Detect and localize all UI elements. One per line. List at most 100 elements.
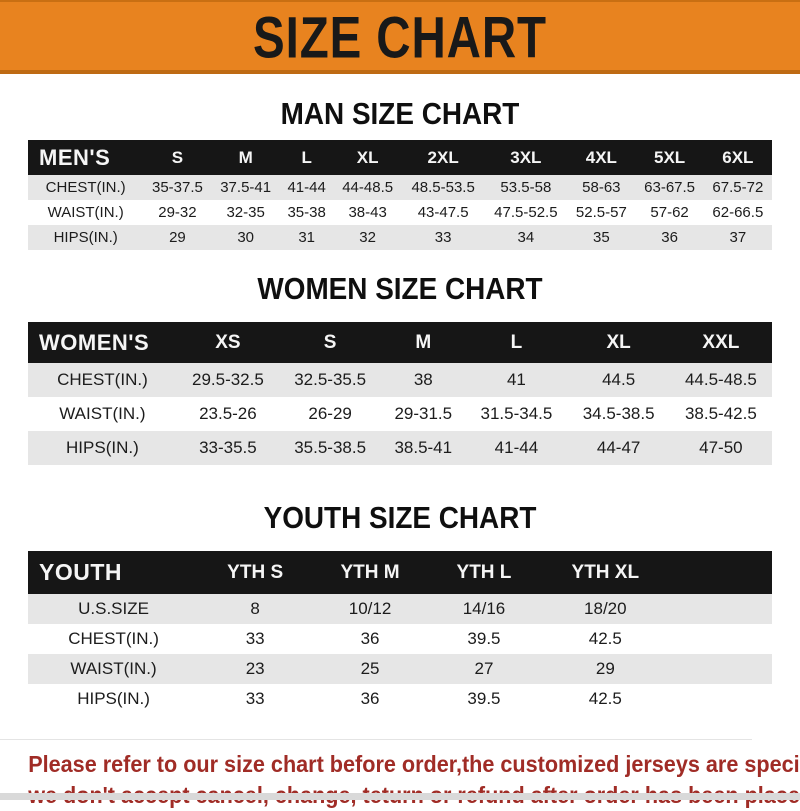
table-cell: 8 (250, 599, 260, 618)
row-label: HIPS(IN.) (66, 438, 139, 457)
column-header: 5XL (653, 147, 686, 167)
table-cell: 29 (595, 659, 615, 678)
table-cell: 48.5-53.5 (411, 179, 475, 196)
table-cell: 44-47 (596, 438, 641, 457)
table-cell: 38-43 (348, 204, 387, 221)
table-row: U.S.SIZE 8 10/12 14/16 18/20 (28, 594, 772, 624)
column-header: S (323, 331, 337, 353)
table-row: WAIST(IN.) 23.5-26 26-29 29-31.5 31.5-34.5 34… (28, 397, 772, 431)
spacer-cell (672, 654, 772, 684)
youth-section-heading: YOUTH SIZE CHART (263, 500, 537, 535)
table-cell: 44-48.5 (342, 179, 394, 196)
spacer-cell (672, 594, 772, 624)
table-group-label: WOMEN'S (39, 329, 150, 355)
column-header: XS (215, 331, 241, 353)
table-cell: 42.5 (588, 629, 622, 648)
row-label: WAIST(IN.) (47, 204, 124, 221)
men-section-heading: MAN SIZE CHART (280, 96, 520, 131)
spacer-cell (672, 684, 772, 714)
column-header: M (415, 331, 432, 353)
women-size-table: WOMEN'S XS S M L XL XXL CHEST(IN.) 29.5-32.5 32.… (28, 322, 772, 465)
table-cell: 62-66.5 (712, 204, 764, 221)
row-label: CHEST(IN.) (57, 370, 148, 389)
column-header: M (238, 147, 253, 167)
table-cell: 52.5-57 (575, 204, 627, 221)
table-cell: 27 (474, 659, 494, 678)
table-cell: 33 (434, 229, 452, 246)
row-label: WAIST(IN.) (59, 404, 146, 423)
table-row: HIPS(IN.) 33-35.5 35.5-38.5 38.5-41 41-44 44-… (28, 431, 772, 465)
youth-size-table: YOUTH YTH S YTH M YTH L YTH XL U.S.SIZE 8 10/1… (28, 551, 772, 714)
table-cell: 30 (237, 229, 254, 246)
table-cell: 47-50 (699, 438, 743, 457)
column-header: 4XL (585, 147, 617, 167)
table-cell: 41-44 (494, 438, 539, 457)
spacer-cell (672, 624, 772, 654)
column-header: S (171, 147, 184, 167)
table-row: HIPS(IN.) 33 36 39.5 42.5 (28, 684, 772, 714)
table-cell: 23 (245, 659, 265, 678)
table-cell: 67.5-72 (712, 179, 764, 196)
table-cell: 37 (729, 229, 747, 246)
table-cell: 29.5-32.5 (191, 370, 264, 389)
column-header: YTH M (340, 561, 400, 583)
table-cell: 63-67.5 (644, 179, 696, 196)
table-cell: 41 (506, 370, 526, 389)
footer-disclaimer-line1: Please refer to our size chart before or… (28, 751, 800, 777)
youth-table-header-row: YOUTH YTH S YTH M YTH L YTH XL (28, 551, 772, 594)
table-cell: 44.5-48.5 (684, 370, 757, 389)
size-chart-banner: SIZE CHART (0, 0, 800, 74)
column-header: XL (606, 331, 631, 353)
table-cell: 31 (298, 229, 315, 246)
table-cell: 34.5-38.5 (582, 404, 655, 423)
column-header: YTH S (227, 561, 284, 583)
table-cell: 35.5-38.5 (294, 438, 367, 457)
table-cell: 10/12 (348, 599, 392, 618)
row-label: HIPS(IN.) (77, 689, 150, 708)
table-cell: 43-47.5 (417, 204, 469, 221)
table-cell: 32.5-35.5 (294, 370, 367, 389)
table-cell: 29 (169, 229, 186, 246)
table-cell: 18/20 (584, 599, 627, 618)
table-cell: 29-32 (158, 204, 197, 221)
table-cell: 41-44 (287, 179, 326, 196)
table-group-label: MEN'S (39, 144, 111, 170)
table-cell: 36 (661, 229, 678, 246)
table-cell: 47.5-52.5 (494, 204, 558, 221)
table-cell: 39.5 (467, 629, 501, 648)
table-cell: 38.5-42.5 (684, 404, 757, 423)
banner-title: SIZE CHART (253, 5, 547, 71)
column-header: L (301, 147, 312, 167)
table-cell: 36 (360, 629, 380, 648)
table-cell: 32-35 (226, 204, 265, 221)
column-header: YTH XL (571, 561, 640, 583)
table-cell: 33 (245, 689, 265, 708)
table-cell: 35 (593, 229, 610, 246)
table-cell: 58-63 (582, 179, 621, 196)
men-size-table: MEN'S S M L XL 2XL 3XL 4XL 5XL 6XL CHEST(IN.) 35-3… (28, 140, 772, 250)
column-header: 3XL (510, 147, 542, 167)
women-section-heading: WOMEN SIZE CHART (257, 271, 543, 306)
table-cell: 14/16 (462, 599, 506, 618)
table-cell: 26-29 (308, 404, 352, 423)
row-label: CHEST(IN.) (68, 629, 159, 648)
table-cell: 42.5 (588, 689, 622, 708)
table-cell: 38 (413, 370, 433, 389)
column-header: 6XL (722, 147, 754, 167)
row-label: U.S.SIZE (78, 599, 149, 618)
table-cell: 36 (360, 689, 380, 708)
spacer-column (672, 551, 772, 594)
column-header: XXL (702, 331, 740, 353)
column-header: YTH L (456, 561, 512, 583)
row-label: WAIST(IN.) (70, 659, 157, 678)
column-header: XL (356, 147, 379, 167)
column-header: L (510, 331, 523, 353)
table-cell: 38.5-41 (394, 438, 453, 457)
table-cell: 44.5 (602, 370, 636, 389)
table-row: WAIST(IN.) 29-32 32-35 35-38 38-43 43-47.5 47.… (28, 200, 772, 225)
table-group-label: YOUTH (39, 559, 122, 585)
table-cell: 37.5-41 (220, 179, 272, 196)
table-cell: 31.5-34.5 (480, 404, 553, 423)
column-header: 2XL (427, 147, 459, 167)
table-cell: 29-31.5 (394, 404, 453, 423)
